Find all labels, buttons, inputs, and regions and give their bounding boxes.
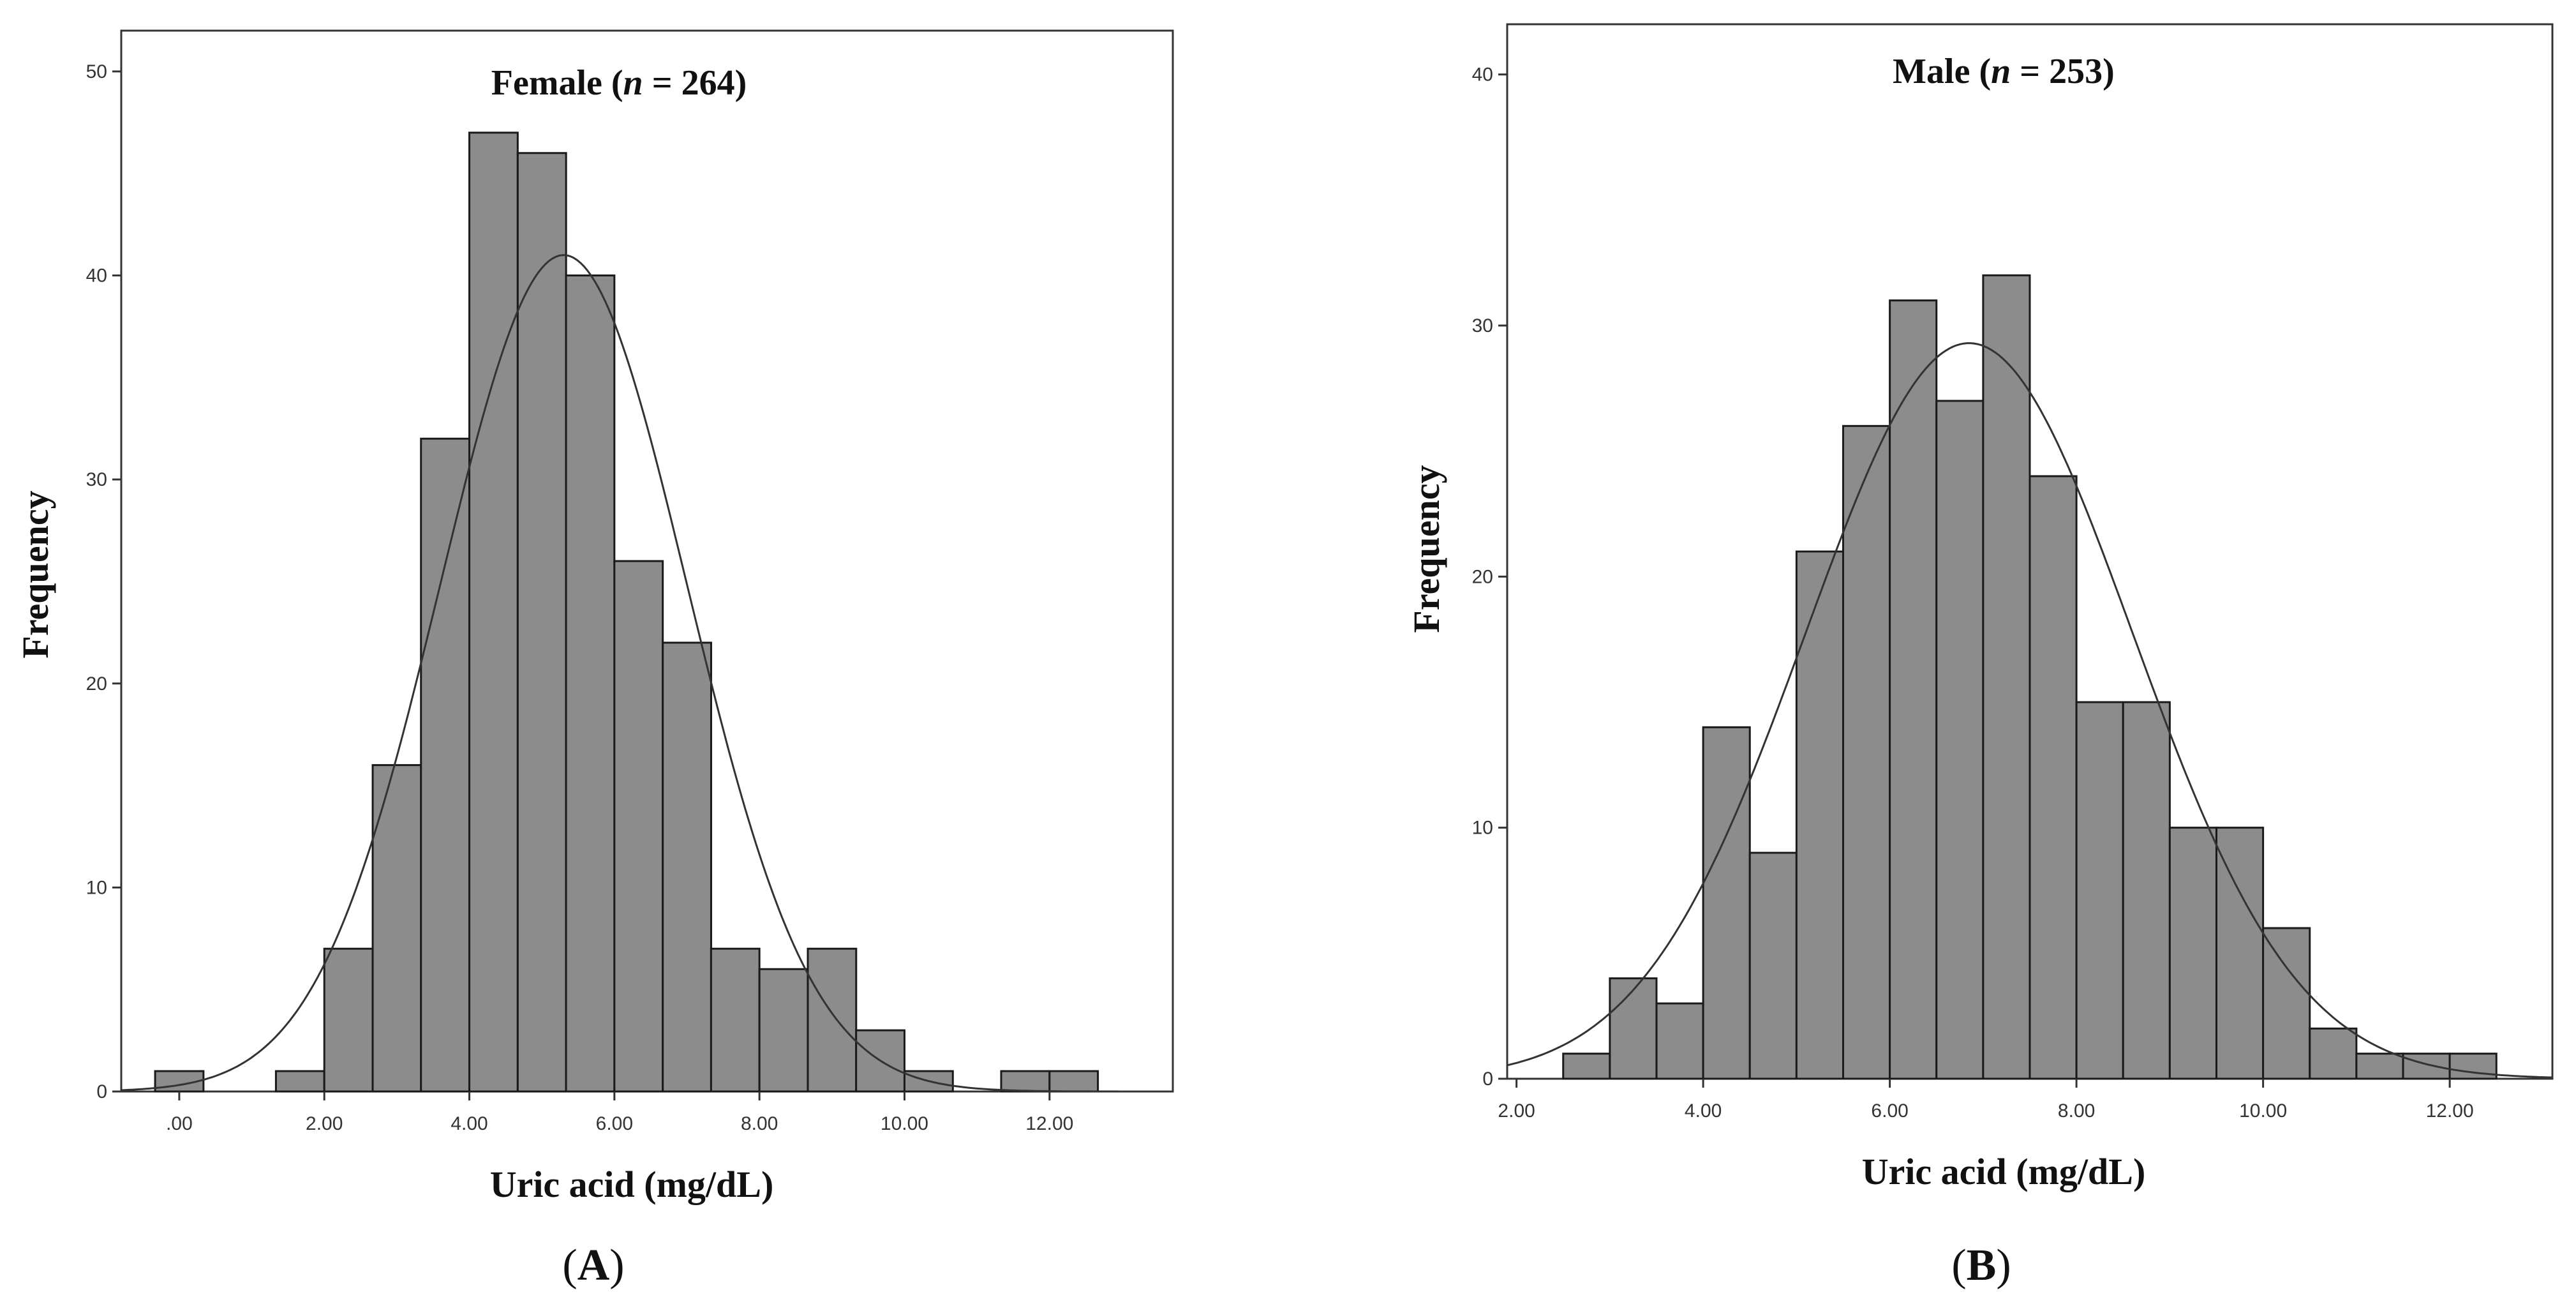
female-normal-curve <box>121 254 1173 1093</box>
male-normal-curve <box>1507 342 2553 1079</box>
female-bar <box>613 560 664 1093</box>
female-bar <box>1000 1070 1051 1093</box>
female-y-tick-label: 10 <box>86 877 107 898</box>
male-x-tick-label: 4.00 <box>1685 1100 1722 1122</box>
chart-female: 0 10 20 30 40 50 .00 2.00 4.00 6.00 8.00 10.00 12.0… <box>15 29 1174 1290</box>
female-x-axis-label: Uric acid (mg/dL) <box>490 1164 774 1205</box>
panel-label-b: (B) <box>1951 1241 2011 1290</box>
male-x-tick-label: 10.00 <box>2239 1100 2287 1122</box>
male-chart-title: Male (n = 253) <box>1893 52 2115 91</box>
male-bar <box>1935 400 1984 1080</box>
male-y-axis-label: Frequency <box>1406 465 1447 633</box>
male-bar <box>1655 1002 1704 1080</box>
female-y-tick-label: 0 <box>96 1081 107 1102</box>
male-bar <box>1842 424 1891 1080</box>
male-x-ticks: 2.00 4.00 6.00 8.00 10.00 12.00 <box>1498 1079 2474 1122</box>
female-bars <box>154 131 1099 1093</box>
panel-label-a: (A) <box>562 1241 624 1290</box>
female-x-tick-label: 2.00 <box>306 1113 343 1134</box>
male-y-tick-label: 10 <box>1472 818 1493 839</box>
male-bar <box>2075 701 2124 1080</box>
female-bar <box>807 947 858 1093</box>
male-bar <box>1702 726 1751 1080</box>
female-y-tick-label: 40 <box>86 266 107 287</box>
male-bars <box>1562 274 2498 1080</box>
male-bar <box>1982 274 2031 1080</box>
female-x-tick-label: 4.00 <box>450 1113 488 1134</box>
female-bar <box>710 947 761 1093</box>
male-x-tick-label: 12.00 <box>2426 1100 2474 1122</box>
male-bar <box>1748 852 1798 1080</box>
female-bar <box>274 1070 325 1093</box>
female-bar <box>323 947 374 1093</box>
female-bar <box>758 968 809 1093</box>
female-x-tick-label: 10.00 <box>881 1113 928 1134</box>
female-bar <box>662 641 712 1093</box>
male-y-tick-label: 20 <box>1472 566 1493 587</box>
female-bar <box>565 274 616 1093</box>
female-x-tick-label: 6.00 <box>596 1113 633 1134</box>
male-x-tick-label: 8.00 <box>2058 1100 2095 1122</box>
female-x-tick-label: 12.00 <box>1025 1113 1073 1134</box>
female-y-tick-label: 30 <box>86 469 107 490</box>
female-bar <box>1048 1070 1099 1093</box>
female-bar <box>420 437 471 1093</box>
male-y-tick-label: 30 <box>1472 315 1493 336</box>
male-x-tick-label: 2.00 <box>1498 1100 1535 1122</box>
male-bar <box>2029 475 2078 1080</box>
male-bar <box>2262 927 2311 1080</box>
male-bar <box>2309 1027 2358 1080</box>
male-bar <box>2168 827 2217 1080</box>
male-x-tick-label: 6.00 <box>1871 1100 1908 1122</box>
male-x-axis-label: Uric acid (mg/dL) <box>1862 1151 2146 1192</box>
female-x-tick-label: 8.00 <box>741 1113 778 1134</box>
female-y-ticks: 0 10 20 30 40 50 <box>86 61 121 1102</box>
female-x-ticks: .00 2.00 4.00 6.00 8.00 10.00 12.00 <box>166 1092 1073 1134</box>
male-y-tick-label: 0 <box>1482 1069 1493 1090</box>
male-bar <box>2402 1053 2451 1080</box>
male-bar <box>2122 701 2171 1080</box>
male-y-ticks: 0 10 20 30 40 <box>1472 64 1507 1090</box>
female-bar <box>468 131 519 1093</box>
male-bar <box>1795 550 1844 1080</box>
chart-male: 0 10 20 30 40 2.00 4.00 6.00 8.00 10.00 12.00 Mal… <box>1406 23 2554 1290</box>
male-bar <box>1889 299 1938 1080</box>
female-y-axis-label: Frequency <box>15 490 56 658</box>
male-y-tick-label: 40 <box>1472 64 1493 86</box>
male-bar <box>2215 827 2265 1080</box>
male-bar <box>1609 977 1658 1080</box>
male-bar <box>2355 1053 2404 1080</box>
female-bar <box>371 764 422 1093</box>
female-y-tick-label: 50 <box>86 61 107 82</box>
female-y-tick-label: 20 <box>86 673 107 694</box>
female-x-tick-label: .00 <box>166 1113 193 1134</box>
male-bar <box>1562 1053 1611 1080</box>
female-chart-title: Female (n = 264) <box>491 63 747 103</box>
